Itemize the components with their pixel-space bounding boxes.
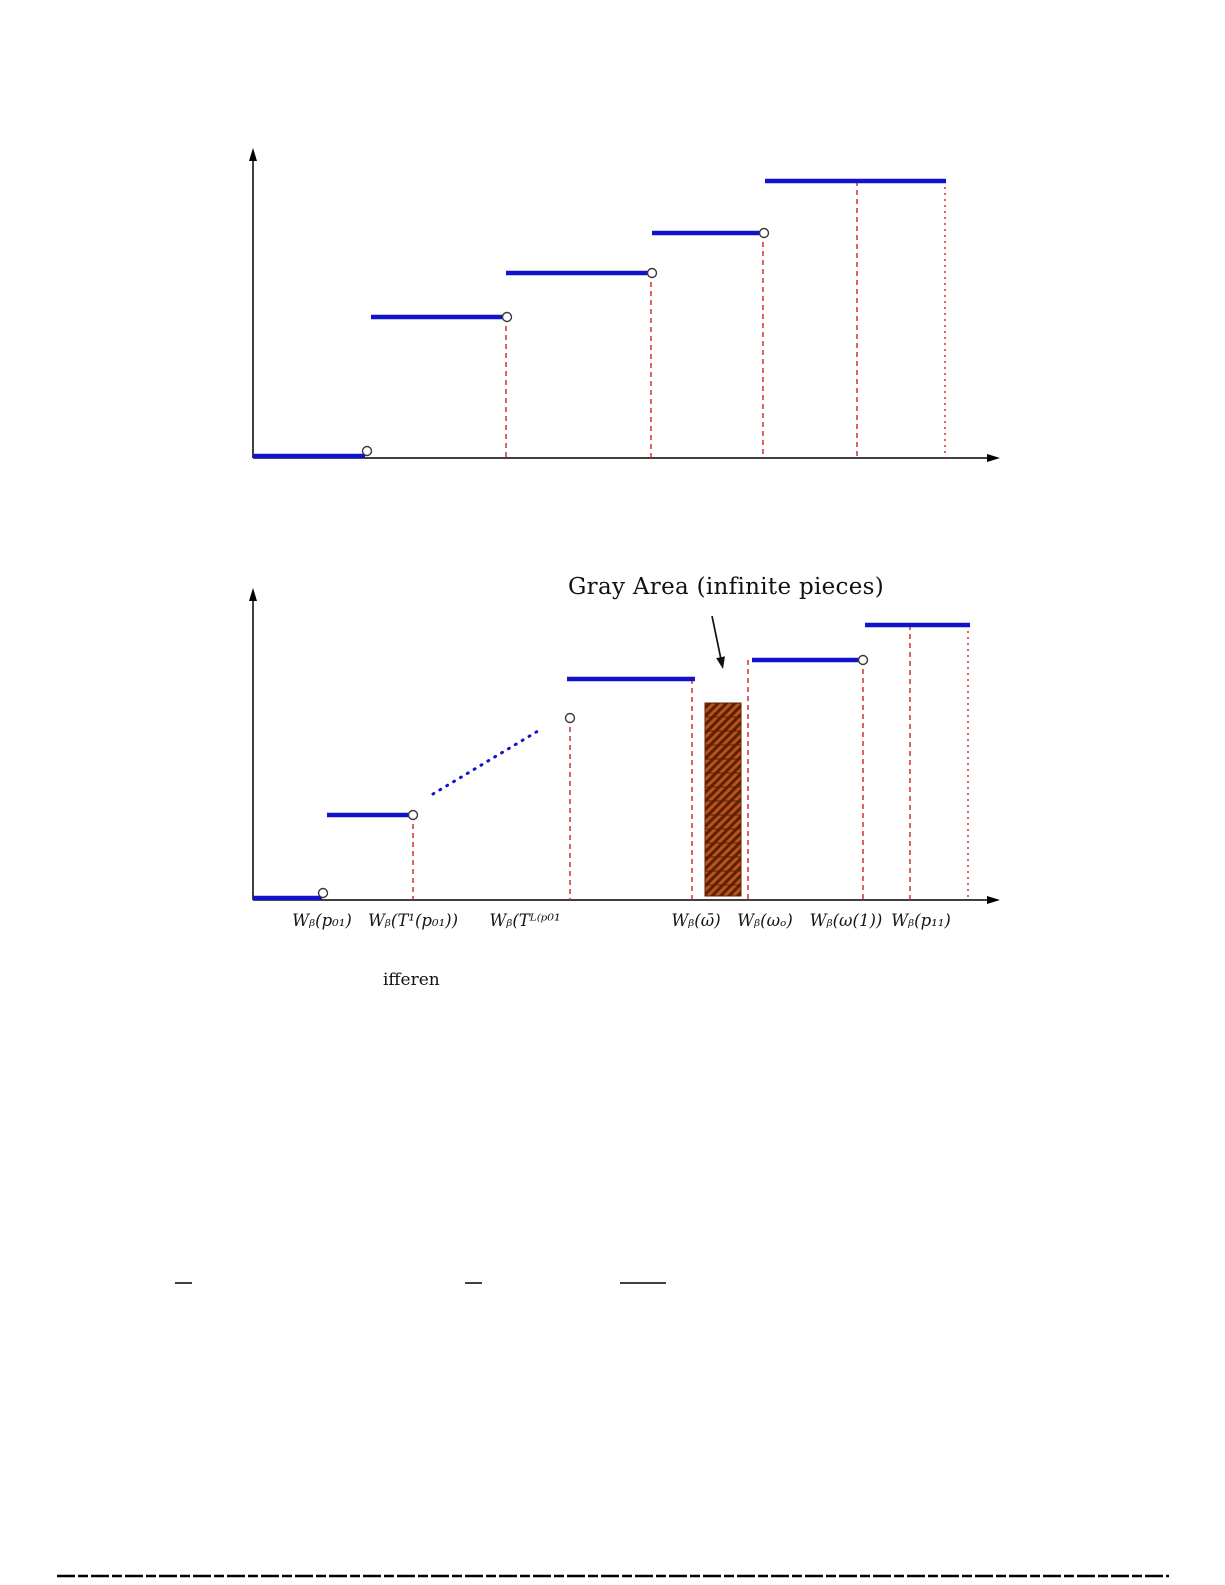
x-axis-arrowhead: [987, 454, 1000, 462]
x-axis-label: Wᵦ(T¹(p₀₁)): [368, 911, 458, 930]
y-axis-arrowhead: [249, 148, 257, 161]
x-axis-label: Wᵦ(p₁₁): [891, 911, 951, 930]
x-axis-arrowhead: [987, 896, 1000, 904]
annotation-arrow-shaft: [711, 615, 723, 662]
annotation-arrow-head: [716, 656, 725, 669]
open-endpoint-circle: [361, 445, 373, 457]
open-endpoint-circle: [407, 809, 419, 821]
y-axis-arrowhead: [249, 588, 257, 601]
x-axis-label: Wᵦ(Tᴸ⁽ᵖ⁰¹: [489, 911, 560, 930]
caption-text-fragment: ifferen: [383, 970, 440, 990]
dotted-continuation-line: [431, 729, 540, 796]
open-endpoint-circle: [501, 311, 513, 323]
open-endpoint-circle: [564, 712, 576, 724]
bottom-step-function-figure: Wᵦ(p₀₁) Wᵦ(T¹(p₀₁)) Wᵦ(Tᴸ⁽ᵖ⁰¹ Wᵦ(ω̄) Wᵦ(ωₒ) W…: [249, 588, 1000, 930]
gray-area-annotation-label: Gray Area (infinite pieces): [568, 574, 885, 600]
open-endpoint-circle: [317, 887, 329, 899]
open-endpoint-circle: [646, 267, 658, 279]
gray-area-hatched-region: [704, 702, 742, 897]
open-endpoint-circle: [857, 654, 869, 666]
open-endpoint-circle: [758, 227, 770, 239]
x-axis-label: Wᵦ(ωₒ): [737, 911, 793, 930]
top-step-function-figure: [249, 148, 1000, 462]
x-axis-label: Wᵦ(p₀₁): [292, 911, 352, 930]
x-axis-label: Wᵦ(ω̄): [671, 911, 720, 930]
x-axis-label: Wᵦ(ω(1)): [810, 911, 883, 930]
